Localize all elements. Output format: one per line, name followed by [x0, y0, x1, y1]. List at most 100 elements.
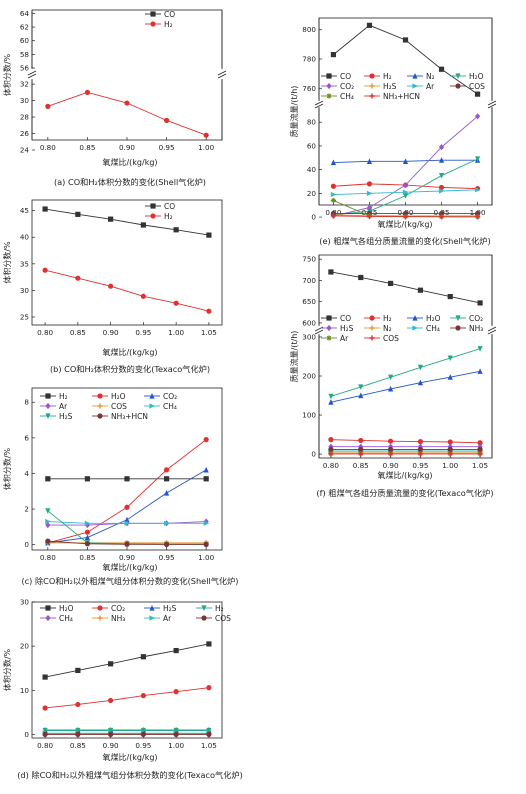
plot-frame	[318, 254, 493, 459]
data-point	[75, 275, 81, 281]
legend-marker	[369, 335, 375, 341]
data-point	[447, 451, 453, 457]
figure-caption: (a) CO和H₂体积分数的变化(Shell气化炉)	[54, 177, 206, 187]
data-point	[84, 534, 91, 541]
data-point	[474, 91, 481, 97]
y-tick-label: 2	[24, 505, 29, 514]
x-axis-label: 氧煤比/(kg/kg)	[377, 219, 432, 229]
data-point	[438, 184, 445, 191]
legend-entry: COS	[92, 402, 127, 411]
data-point	[358, 274, 364, 281]
x-tick-label: 0.95	[159, 143, 175, 152]
legend-entry: N₂	[364, 324, 392, 333]
data-point	[358, 437, 364, 444]
legend-marker	[97, 605, 103, 611]
data-point	[477, 451, 483, 457]
axis-break-mark	[314, 100, 324, 109]
legend-label: H₂	[215, 604, 224, 613]
data-point	[163, 490, 170, 496]
data-point	[84, 89, 91, 95]
legend-label: COS	[469, 82, 485, 91]
legend-label: Ar	[59, 402, 68, 411]
legend-entry: CO	[145, 202, 175, 211]
legend-marker	[455, 325, 461, 331]
data-point	[45, 476, 51, 482]
legend-entry: H₂	[364, 314, 392, 323]
series-line-0	[45, 208, 209, 236]
legend-marker	[149, 403, 156, 409]
chart-d: 0 10 20 30 0.80 0.85 0.90 0.95 1.00 1.05 氧煤比/(kg/k…	[2, 598, 243, 781]
legend-entry: CO	[321, 72, 351, 81]
data-point	[124, 100, 130, 106]
y-tick-label: 30	[20, 286, 30, 295]
x-tick-label: 1.00	[198, 143, 214, 152]
legend-entry: CH₄	[40, 614, 73, 623]
series-line-1	[44, 269, 210, 312]
legend-marker	[369, 93, 375, 99]
data-point	[474, 187, 481, 193]
data-point	[140, 654, 146, 660]
axis-break-gap	[316, 326, 495, 334]
series-line-0	[330, 271, 481, 304]
legend-label: NH₃	[469, 324, 483, 333]
legend-marker	[149, 605, 155, 611]
data-point	[438, 66, 445, 72]
data-point	[203, 132, 209, 138]
data-point	[206, 727, 212, 734]
chart-f: 600 650 700 750 0 100 200 300 0.80 0.85 0.90 0.95 1.…	[289, 254, 497, 498]
data-point	[124, 520, 131, 526]
legend-marker	[412, 73, 418, 79]
legend-entry: CO₂	[92, 604, 125, 613]
legend-label: CH₄	[163, 402, 177, 411]
y-tick-label: 40	[307, 165, 317, 174]
data-point	[358, 443, 364, 450]
plot-frame	[31, 601, 223, 739]
y-tick-label: 4	[24, 469, 29, 478]
legend-marker	[150, 203, 156, 209]
data-point	[75, 731, 81, 737]
data-point	[206, 232, 212, 238]
legend-marker	[369, 315, 375, 321]
data-point	[474, 214, 481, 220]
data-point	[447, 355, 453, 362]
y-axis-label: 体积分数/%	[2, 241, 12, 284]
data-point	[387, 451, 394, 457]
series-line-3	[330, 348, 481, 397]
legend-entry: COS	[196, 614, 231, 623]
y-tick-label: 35	[20, 259, 29, 268]
data-point	[206, 685, 212, 691]
series-line-1	[47, 439, 207, 544]
y-tick-label: 60	[20, 36, 30, 45]
data-point	[402, 181, 409, 189]
legend-entry: H₂O	[92, 392, 126, 401]
legend-marker	[97, 393, 103, 399]
x-tick-label: 0.90	[119, 143, 135, 152]
data-point	[42, 705, 48, 711]
legend-marker	[97, 403, 103, 409]
y-tick-label: 30	[20, 598, 30, 607]
y-tick-label: 650	[302, 297, 316, 306]
data-point	[477, 300, 483, 306]
data-point	[45, 538, 51, 544]
x-tick-label: 0.85	[353, 461, 369, 470]
legend-entry: CH₄	[321, 92, 354, 101]
data-point	[140, 727, 146, 734]
x-tick-label: 0.90	[383, 461, 399, 470]
data-point	[474, 113, 481, 120]
y-tick-label: 28	[20, 113, 30, 122]
data-point	[163, 541, 170, 548]
data-point	[447, 443, 453, 450]
x-tick-label: 0.85	[79, 143, 95, 152]
y-tick-label: 200	[302, 372, 316, 381]
y-tick-label: 6	[24, 433, 29, 442]
axis-break-mark	[487, 326, 497, 335]
legend-label: COS	[383, 334, 399, 343]
y-tick-label: 26	[20, 129, 30, 138]
legend-entry: H₂O	[407, 314, 441, 323]
legend-entry: H₂	[145, 20, 173, 29]
series-line-6	[47, 510, 207, 545]
x-axis-label: 氧煤比/(kg/kg)	[102, 347, 157, 357]
legend-entry: CO	[321, 314, 351, 323]
data-point	[328, 451, 334, 457]
y-tick-label: 20	[20, 642, 30, 651]
